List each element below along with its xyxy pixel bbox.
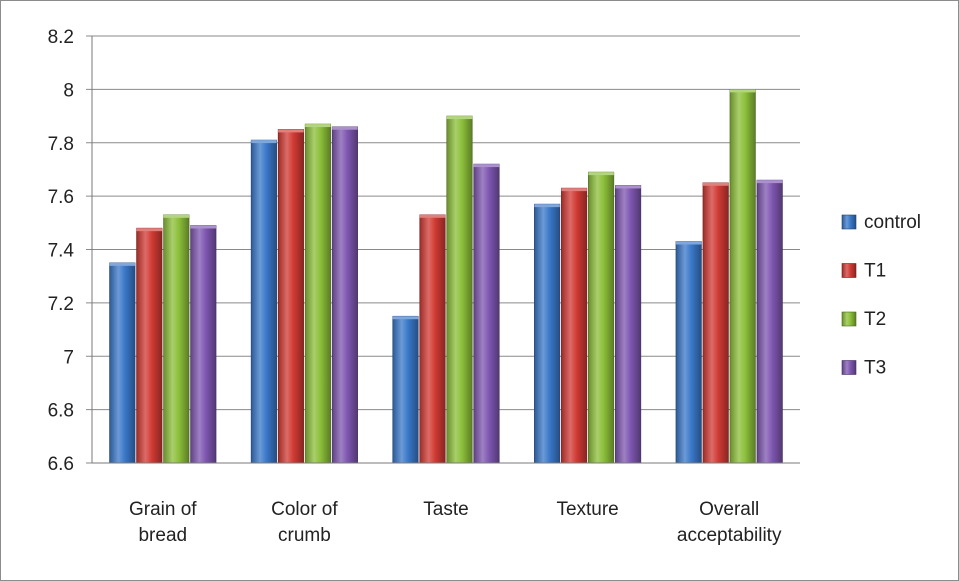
bar-top-highlight <box>190 225 217 229</box>
bar-top-highlight <box>392 316 419 320</box>
bar-top-highlight <box>473 164 500 168</box>
bar-top-highlight <box>675 241 702 245</box>
bar-top-highlight <box>534 204 560 208</box>
legend-label-t2: T2 <box>864 309 886 330</box>
legend-swatch-t3 <box>841 360 857 375</box>
bar-t3-5 <box>756 179 783 464</box>
y-tick-label: 7.2 <box>48 294 74 315</box>
bar-t2-2 <box>304 123 331 464</box>
y-tick-label: 7 <box>63 347 74 368</box>
bar-t1-5 <box>702 182 729 464</box>
bar-top-highlight <box>136 228 163 232</box>
bar-t2-3 <box>446 115 473 464</box>
x-axis-labels: Grain of bread Color of crumb Taste Texture Ov… <box>129 499 782 546</box>
x-tick-label: Overall acceptability <box>677 499 782 546</box>
y-tick-label: 7.8 <box>48 134 74 155</box>
bar-top-highlight <box>561 188 587 192</box>
axes <box>91 36 800 464</box>
x-tick-label: Color of crumb <box>271 499 338 546</box>
bar-control-5 <box>675 241 702 464</box>
y-tick-label: 7.6 <box>48 187 74 208</box>
bar-top-highlight <box>729 89 756 93</box>
legend-label-t3: T3 <box>864 358 886 379</box>
bar-top-highlight <box>332 126 358 130</box>
legend: control T1 T2 T3 <box>841 212 921 379</box>
bar-top-highlight <box>756 180 783 184</box>
legend-swatch-t2 <box>841 311 857 327</box>
bars <box>109 89 783 464</box>
bar-top-highlight <box>702 182 729 186</box>
legend-label-control: control <box>864 212 921 233</box>
bar-top-highlight <box>305 124 331 128</box>
legend-swatch-t1 <box>841 263 857 278</box>
bar-top-highlight <box>588 172 614 176</box>
bar-t1-2 <box>277 129 304 464</box>
x-tick-label: Grain of bread <box>129 499 197 546</box>
bar-t3-4 <box>615 185 642 464</box>
bar-t2-4 <box>588 171 615 464</box>
bar-top-highlight <box>278 129 304 133</box>
bar-t1-4 <box>561 187 588 464</box>
bar-top-highlight <box>251 140 277 144</box>
bar-control-3 <box>392 315 419 464</box>
x-tick-label: Taste <box>423 499 468 520</box>
bar-top-highlight <box>109 262 136 266</box>
y-tick-label: 6.8 <box>48 401 74 422</box>
y-axis-ticks: 6.6 6.8 7 7.2 7.4 7.6 7.8 8 8.2 <box>48 27 75 475</box>
y-tick-label: 8.2 <box>48 27 74 48</box>
x-tick-label: Texture <box>556 499 618 520</box>
bar-t3-1 <box>190 225 217 464</box>
bar-top-highlight <box>419 214 446 218</box>
y-tick-label: 8 <box>63 80 74 101</box>
bar-top-highlight <box>446 116 473 120</box>
bar-t3-3 <box>473 163 500 464</box>
bar-top-highlight <box>615 185 641 189</box>
bar-top-highlight <box>163 214 190 218</box>
y-tick-label: 6.6 <box>48 454 74 475</box>
bar-t3-2 <box>331 126 358 464</box>
legend-swatch-control <box>841 214 857 230</box>
bar-t2-5 <box>729 89 756 464</box>
bar-control-2 <box>250 139 277 464</box>
bar-t1-1 <box>136 227 163 464</box>
bar-control-4 <box>534 203 561 464</box>
bar-t2-1 <box>163 214 190 464</box>
y-tick-label: 7.4 <box>48 241 75 262</box>
bar-control-1 <box>109 262 136 464</box>
legend-label-t1: T1 <box>864 261 886 282</box>
bar-t1-3 <box>419 214 446 464</box>
